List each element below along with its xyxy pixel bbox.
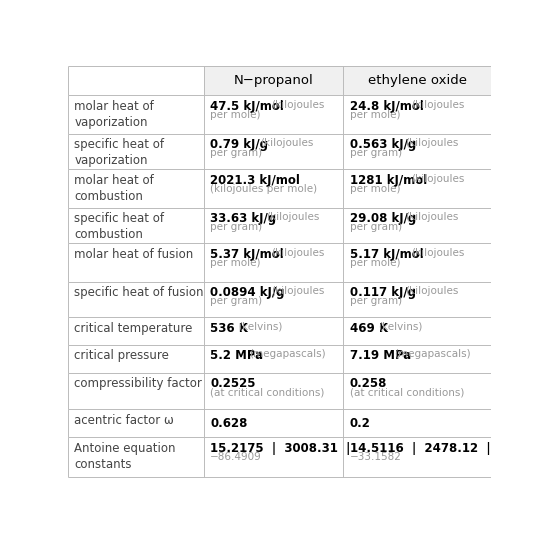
Text: 0.2: 0.2 [349,417,370,430]
Text: 5.17 kJ/mol: 5.17 kJ/mol [349,248,423,261]
Text: per mole): per mole) [210,258,260,268]
Text: specific heat of fusion: specific heat of fusion [74,286,204,299]
Text: (kelvins): (kelvins) [378,322,422,332]
Text: 47.5 kJ/mol: 47.5 kJ/mol [210,100,284,113]
Text: molar heat of fusion: molar heat of fusion [74,248,194,261]
Text: −33.1582: −33.1582 [349,452,401,462]
Text: (kilojoules: (kilojoules [411,100,464,110]
Text: (kilojoules: (kilojoules [266,212,319,222]
Text: 0.563 kJ/g: 0.563 kJ/g [349,138,416,151]
Text: (kilojoules: (kilojoules [411,248,464,258]
Text: (at critical conditions): (at critical conditions) [349,387,464,397]
Text: 2021.3 kJ/mol: 2021.3 kJ/mol [210,174,300,187]
Text: per gram): per gram) [210,296,262,306]
Text: (kilojoules: (kilojoules [405,212,459,222]
Text: ethylene oxide: ethylene oxide [368,74,467,87]
Text: 536 K: 536 K [210,322,248,335]
Text: 33.63 kJ/g: 33.63 kJ/g [210,212,276,225]
Text: compressibility factor: compressibility factor [74,377,203,390]
Text: per mole): per mole) [210,110,260,120]
Text: 0.258: 0.258 [349,377,387,390]
Text: 469 K: 469 K [349,322,388,335]
Text: critical temperature: critical temperature [74,322,193,335]
Bar [343,66,491,95]
Text: (kilojoules: (kilojoules [271,286,325,296]
Text: 29.08 kJ/g: 29.08 kJ/g [349,212,416,225]
Text: per gram): per gram) [349,149,402,158]
Text: 0.117 kJ/g: 0.117 kJ/g [349,286,416,299]
Text: per mole): per mole) [349,258,400,268]
Text: (kilojoules: (kilojoules [260,138,313,149]
Text: 0.2525: 0.2525 [210,377,256,390]
Bar [204,66,343,95]
Text: 5.2 MPa: 5.2 MPa [210,349,263,362]
Text: acentric factor ω: acentric factor ω [74,414,174,427]
Text: (kelvins): (kelvins) [238,322,283,332]
Text: (kilojoules: (kilojoules [411,174,464,184]
Text: per gram): per gram) [210,149,262,158]
Text: per gram): per gram) [349,296,402,306]
Text: (kilojoules: (kilojoules [271,100,325,110]
Text: 24.8 kJ/mol: 24.8 kJ/mol [349,100,424,113]
Text: (megapascals): (megapascals) [250,349,326,360]
Text: specific heat of
vaporization: specific heat of vaporization [74,138,164,168]
Text: 15.2175  |  3008.31  |: 15.2175 | 3008.31 | [210,442,351,455]
Text: 1281 kJ/mol: 1281 kJ/mol [349,174,427,187]
Text: 0.79 kJ/g: 0.79 kJ/g [210,138,268,151]
Text: 5.37 kJ/mol: 5.37 kJ/mol [210,248,284,261]
Text: (megapascals): (megapascals) [394,349,471,360]
Text: specific heat of
combustion: specific heat of combustion [74,212,164,242]
Text: critical pressure: critical pressure [74,349,169,362]
Text: −86.4909: −86.4909 [210,452,262,462]
Text: (at critical conditions): (at critical conditions) [210,387,324,397]
Text: 0.0894 kJ/g: 0.0894 kJ/g [210,286,284,299]
Text: 0.628: 0.628 [210,417,247,430]
Text: (kilojoules per mole): (kilojoules per mole) [210,184,317,194]
Text: per mole): per mole) [349,110,400,120]
Text: (kilojoules: (kilojoules [405,138,459,149]
Text: N−propanol: N−propanol [234,74,313,87]
Text: 7.19 MPa: 7.19 MPa [349,349,411,362]
Text: per gram): per gram) [210,222,262,232]
Text: (kilojoules: (kilojoules [405,286,459,296]
Text: per mole): per mole) [349,184,400,194]
Text: 14.5116  |  2478.12  |: 14.5116 | 2478.12 | [349,442,490,455]
Text: (kilojoules: (kilojoules [271,248,325,258]
Text: molar heat of
combustion: molar heat of combustion [74,174,154,203]
Text: Antoine equation
constants: Antoine equation constants [74,442,176,471]
Text: molar heat of
vaporization: molar heat of vaporization [74,100,154,129]
Text: per gram): per gram) [349,222,402,232]
